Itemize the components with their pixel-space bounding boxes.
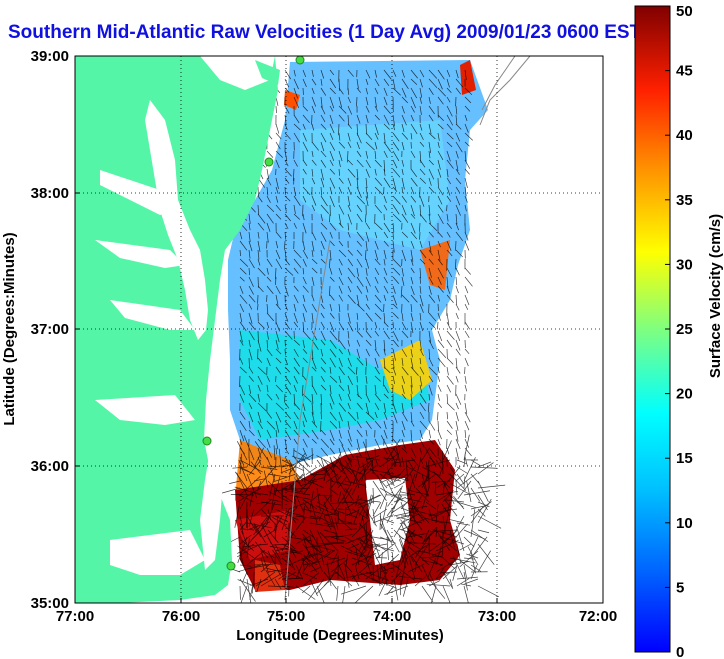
- colorbar: 0 5 10 15 20 25 30 35 40 45 50 Surface Velocity (c…: [634, 3, 724, 659]
- y-axis-ticks: 39:00 38:00 37:00 36:00 35:00: [31, 48, 69, 612]
- x-axis-label: Longitude (Degrees:Minutes): [236, 627, 444, 644]
- colorbar-tick-label: 10: [676, 515, 693, 532]
- y-tick-label: 35:00: [31, 595, 69, 612]
- colorbar-tick-label: 40: [676, 127, 693, 144]
- colorbar-label: Surface Velocity (cm/s): [707, 214, 724, 378]
- x-tick-label: 73:00: [478, 608, 516, 625]
- colorbar-tick-label: 20: [676, 386, 693, 403]
- y-tick-label: 36:00: [31, 458, 69, 475]
- colorbar-tick-label: 25: [676, 321, 693, 338]
- y-axis-label: Latitude (Degrees:Minutes): [1, 232, 18, 425]
- colorbar-gradient: [634, 5, 671, 653]
- colorbar-tick-label: 0: [676, 644, 684, 659]
- bathymetry-contours: [284, 56, 531, 601]
- x-tick-label: 77:00: [56, 608, 94, 625]
- station-marker: [202, 436, 212, 446]
- x-tick-label: 72:00: [579, 608, 617, 625]
- velocity-vectors: [215, 69, 506, 603]
- colorbar-tick-label: 45: [676, 63, 693, 80]
- colorbar-tick-label: 35: [676, 192, 693, 209]
- y-tick-label: 37:00: [31, 321, 69, 338]
- x-axis-ticks: 77:00 76:00 75:00 74:00 73:00 72:00: [56, 608, 617, 625]
- colorbar-tick-label: 50: [676, 3, 693, 20]
- x-tick-label: 75:00: [267, 608, 305, 625]
- colorbar-tick-label: 5: [676, 579, 684, 596]
- colorbar-tick-label: 15: [676, 450, 693, 467]
- colorbar-tick-label: 30: [676, 256, 693, 273]
- radar-stations: [202, 56, 305, 571]
- station-marker: [264, 157, 274, 167]
- grid-lines: [75, 56, 603, 603]
- y-tick-label: 38:00: [31, 185, 69, 202]
- x-tick-label: 74:00: [373, 608, 411, 625]
- chart-title: Southern Mid-Atlantic Raw Velocities (1 …: [8, 22, 642, 43]
- station-marker: [295, 56, 305, 65]
- x-tick-label: 76:00: [162, 608, 200, 625]
- y-tick-label: 39:00: [31, 48, 69, 65]
- station-marker: [226, 561, 236, 571]
